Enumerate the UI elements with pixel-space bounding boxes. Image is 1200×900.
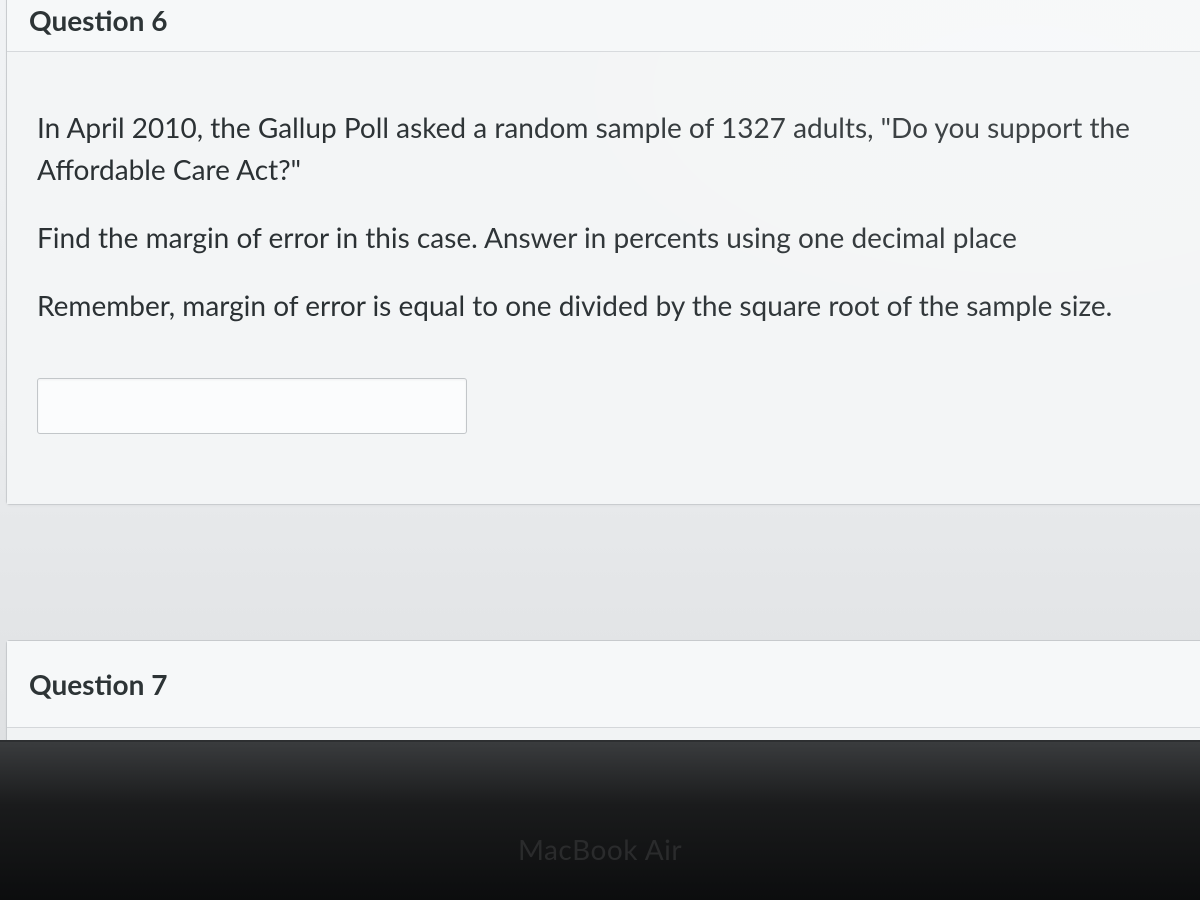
screen-viewport: Question 6 In April 2010, the Gallup Pol… [0, 0, 1200, 900]
laptop-bezel: MacBook Air [0, 740, 1200, 900]
question-6-body: In April 2010, the Gallup Poll asked a r… [7, 52, 1200, 504]
question-7-header: Question 7 [7, 641, 1200, 728]
question-6-header: Question 6 [7, 0, 1200, 52]
question-6-card: Question 6 In April 2010, the Gallup Pol… [6, 0, 1200, 505]
laptop-model-label: MacBook Air [0, 832, 1200, 866]
question-6-answer-input[interactable] [37, 378, 467, 434]
question-7-title: Question 7 [29, 667, 1181, 701]
question-6-title: Question 6 [29, 3, 1181, 37]
question-6-paragraph-1: In April 2010, the Gallup Poll asked a r… [37, 106, 1173, 190]
question-6-paragraph-3: Remember, margin of error is equal to on… [37, 284, 1173, 326]
quiz-content-area: Question 6 In April 2010, the Gallup Pol… [0, 0, 1200, 740]
question-6-paragraph-2: Find the margin of error in this case. A… [37, 216, 1173, 258]
